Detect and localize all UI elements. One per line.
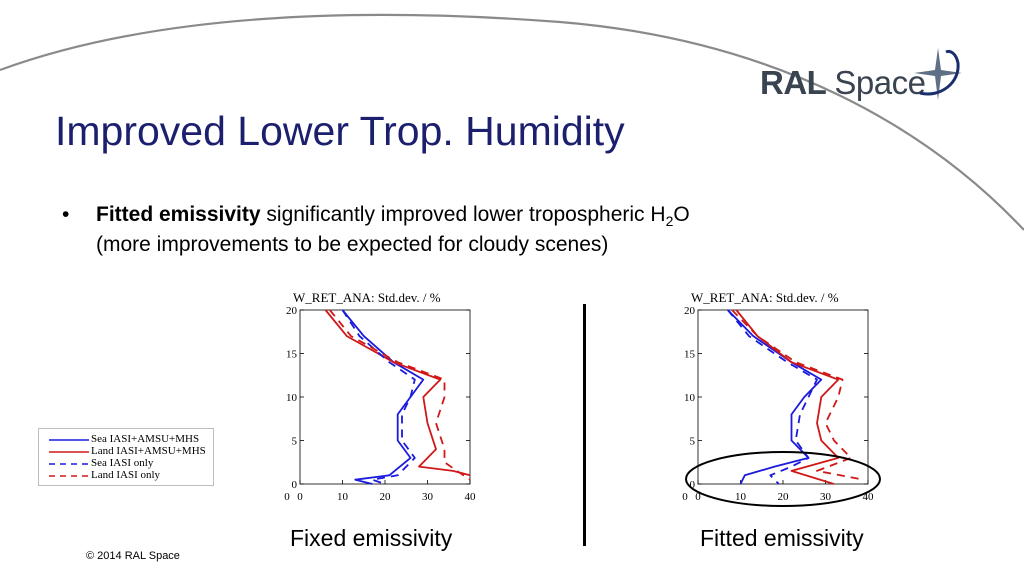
x-tick-label: 40 [465, 491, 477, 503]
chart-fitted-emissivity: W_RET_ANA: Std.dev. / % 0 5 10 15 20 0 10 20 30 40… [682, 290, 881, 507]
series-line [341, 309, 416, 485]
series-line [329, 309, 471, 481]
y-tick-label: 10 [286, 392, 298, 404]
x-tick-label: 20 [778, 491, 790, 503]
slide-title: Improved Lower Trop. Humidity [55, 108, 625, 154]
legend-entry: Land IASI+AMSU+MHS [39, 445, 213, 458]
logo-star-icon [914, 48, 962, 100]
x-tick-label: 10 [735, 491, 747, 503]
legend-entry: Land IASI only [39, 469, 213, 482]
highlight-ellipse [685, 451, 881, 507]
vertical-divider [583, 304, 586, 546]
copyright-footer: © 2014 RAL Space [86, 550, 180, 562]
chart-title: W_RET_ANA: Std.dev. / % [691, 290, 839, 305]
legend-entry: Sea IASI only [39, 457, 213, 470]
ral-space-logo: RAL Space [760, 38, 980, 118]
legend-entry: Sea IASI+AMSU+MHS [39, 433, 213, 446]
legend-label: Land IASI only [91, 469, 161, 481]
x-tick-label: 0 [297, 491, 303, 503]
series-line [735, 309, 840, 485]
series-line [324, 309, 471, 477]
y-tick-label: 0 [292, 479, 298, 491]
y-tick-label: 20 [286, 305, 298, 317]
bullet-line-2: (more improvements to be expected for cl… [96, 233, 609, 256]
y-tick-label: 20 [684, 305, 696, 317]
x-tick-label: 30 [820, 491, 832, 503]
logo-word-space: Space [834, 64, 926, 101]
y-tick-label: 5 [690, 436, 696, 448]
y-tick-label: 15 [684, 349, 696, 361]
legend-label: Land IASI+AMSU+MHS [91, 445, 206, 457]
bullet-line-1: Fitted emissivity significantly improved… [96, 200, 690, 236]
x-tick-label: 10 [337, 491, 349, 503]
bullet-marker: • [62, 203, 70, 226]
series-line [727, 309, 818, 485]
y-tick-label: 5 [292, 436, 298, 448]
logo-word-ral: RAL [760, 64, 826, 101]
bullet-after-sub: O [673, 203, 690, 226]
series-line [731, 309, 864, 481]
bullet-subscript: 2 [665, 213, 674, 230]
y-tick-label: 10 [684, 392, 696, 404]
bullet-bold-text: Fitted emissivity [96, 203, 261, 226]
extra-tick-label: 0 [284, 491, 290, 503]
chart-legend: Sea IASI+AMSU+MHS Land IASI+AMSU+MHS Sea… [38, 428, 214, 486]
x-tick-label: 40 [863, 491, 875, 503]
legend-label: Sea IASI only [91, 457, 154, 469]
chart-title: W_RET_ANA: Std.dev. / % [293, 290, 441, 305]
x-tick-label: 20 [380, 491, 392, 503]
legend-label: Sea IASI+AMSU+MHS [91, 433, 200, 445]
x-tick-label: 0 [695, 491, 701, 503]
y-tick-label: 15 [286, 349, 298, 361]
y-tick-label: 0 [690, 479, 696, 491]
caption-fitted-emissivity: Fitted emissivity [700, 525, 864, 551]
x-tick-label: 30 [422, 491, 434, 503]
chart-fixed-emissivity: W_RET_ANA: Std.dev. / % 0 5 10 15 20 0 10 20 30 40… [284, 290, 477, 503]
bullet-rest-text: significantly improved lower tropospheri… [260, 203, 666, 226]
caption-fixed-emissivity: Fixed emissivity [290, 525, 453, 551]
extra-tick-label: 0 [682, 491, 688, 503]
